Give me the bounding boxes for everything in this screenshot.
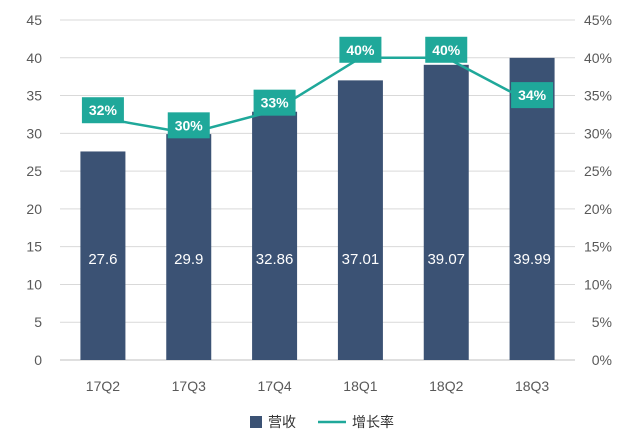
y-left-tick-label: 5	[34, 314, 42, 330]
rate-label-text: 32%	[89, 102, 118, 118]
rate-label-text: 40%	[432, 42, 461, 58]
rate-data-label: 30%	[167, 112, 210, 139]
bar-data-label: 32.86	[256, 251, 294, 268]
x-axis: 17Q2 17Q3 17Q4 18Q1 18Q2 18Q3	[86, 378, 550, 394]
rate-data-label: 33%	[253, 89, 296, 116]
x-tick-label: 17Q2	[86, 378, 120, 394]
rate-label-box	[511, 82, 554, 109]
rate-label-box	[339, 36, 382, 63]
rate-label-text: 40%	[346, 42, 375, 58]
revenue-bars	[80, 57, 555, 360]
rate-data-label: 40%	[339, 36, 382, 63]
y-right-tick-label: 40%	[584, 50, 612, 66]
gridlines	[60, 19, 575, 361]
y-left-tick-label: 35	[26, 88, 42, 104]
y-left-tick-label: 20	[26, 201, 42, 217]
y-right-tick-label: 15%	[584, 239, 612, 255]
y-axis-left: 0 5 10 15 20 25 30 35 40 45	[26, 12, 42, 368]
rate-label-text: 34%	[518, 87, 547, 103]
y-axis-right: 0% 5% 10% 15% 20% 25% 30% 35% 40% 45%	[584, 12, 612, 368]
bar	[252, 111, 298, 360]
rate-label-box	[253, 89, 296, 116]
y-left-tick-label: 40	[26, 50, 42, 66]
bar-data-label: 39.99	[513, 251, 551, 268]
rate-label-text: 30%	[175, 117, 204, 133]
x-tick-label: 18Q1	[343, 378, 377, 394]
rate-label-box	[81, 97, 124, 124]
growth-rate-labels: 32% 30% 33% 40% 40% 34%	[81, 36, 554, 139]
y-left-tick-label: 30	[26, 125, 42, 141]
bar-data-label: 27.6	[88, 251, 117, 268]
y-right-tick-label: 10%	[584, 276, 612, 292]
y-left-tick-label: 10	[26, 276, 42, 292]
bar	[337, 80, 383, 360]
y-left-tick-label: 15	[26, 239, 42, 255]
y-right-tick-label: 5%	[592, 314, 612, 330]
bar-data-label: 39.07	[427, 251, 465, 268]
y-left-tick-label: 45	[26, 12, 42, 28]
y-right-tick-label: 20%	[584, 201, 612, 217]
x-tick-label: 17Q4	[257, 378, 291, 394]
x-tick-label: 18Q2	[429, 378, 463, 394]
legend-swatch-bar	[250, 416, 262, 428]
y-right-tick-label: 0%	[592, 352, 612, 368]
bar	[423, 64, 469, 360]
rate-label-box	[167, 112, 210, 139]
legend-label-growth: 增长率	[352, 414, 394, 430]
rate-data-label: 40%	[425, 36, 468, 63]
legend: 营收 增长率	[250, 414, 394, 430]
bar	[509, 57, 555, 360]
x-tick-label: 18Q3	[515, 378, 549, 394]
revenue-bar-labels: 27.6 29.9 32.86 37.01 39.07 39.99	[88, 251, 551, 268]
bar	[166, 134, 212, 360]
rate-data-label: 34%	[511, 82, 554, 109]
bar	[80, 151, 126, 360]
y-left-tick-label: 0	[34, 352, 42, 368]
y-right-tick-label: 30%	[584, 125, 612, 141]
bar-data-label: 37.01	[342, 251, 380, 268]
rate-label-text: 33%	[261, 95, 290, 111]
y-left-tick-label: 25	[26, 163, 42, 179]
rate-data-label: 32%	[81, 97, 124, 124]
legend-label-revenue: 营收	[268, 414, 296, 430]
y-right-tick-label: 25%	[584, 163, 612, 179]
x-tick-label: 17Q3	[172, 378, 206, 394]
bar-data-label: 29.9	[174, 251, 203, 268]
y-right-tick-label: 45%	[584, 12, 612, 28]
y-right-tick-label: 35%	[584, 88, 612, 104]
rate-label-box	[425, 36, 468, 63]
